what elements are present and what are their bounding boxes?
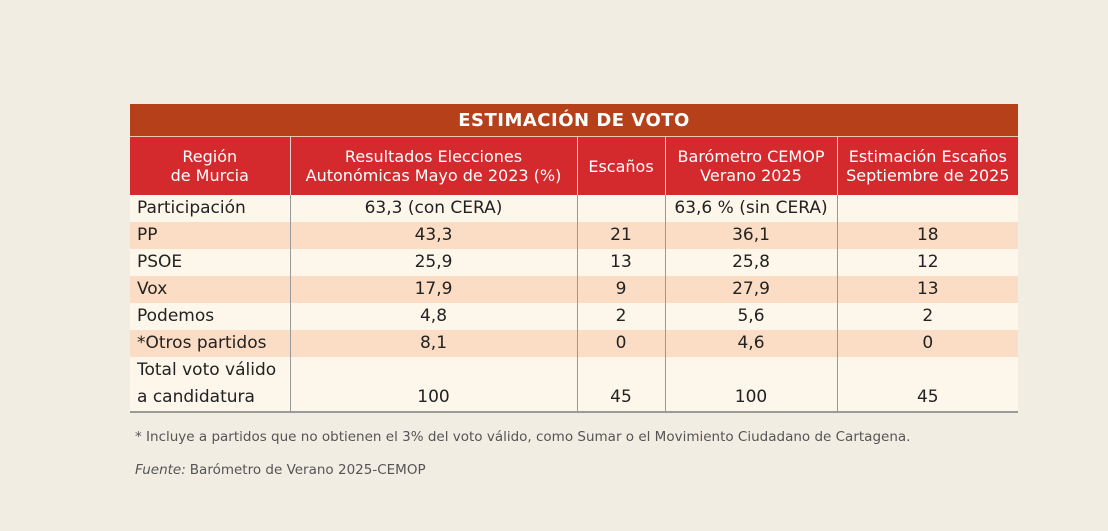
column-header: Estimación Escaños Septiembre de 2025 (836, 136, 1019, 195)
table-cell: 100 (289, 357, 577, 412)
table-cell: 18 (836, 222, 1019, 249)
row-label: Participación (130, 195, 290, 222)
table-cell: 2 (576, 303, 665, 330)
table-row: Total voto válido a candidatura 100 45 100 4… (130, 357, 1019, 412)
table-cell: 17,9 (289, 276, 577, 303)
column-header: Resultados Elecciones Autonómicas Mayo d… (289, 136, 577, 195)
source-label: Fuente: (135, 462, 186, 478)
table-cell: 63,6 % (sin CERA) (664, 195, 837, 222)
column-header: Barómetro CEMOP Verano 2025 (664, 136, 837, 195)
row-label: *Otros partidos (130, 330, 290, 357)
column-header: Región de Murcia (130, 136, 290, 195)
table-cell: 9 (576, 276, 665, 303)
table-row: Vox 17,9 9 27,9 13 (130, 276, 1019, 303)
table-cell: 0 (576, 330, 665, 357)
row-label: PSOE (130, 249, 290, 276)
table-cell: 21 (576, 222, 665, 249)
table-cell: 43,3 (289, 222, 577, 249)
table-cell: 25,9 (289, 249, 577, 276)
table-cell: 0 (836, 330, 1019, 357)
header-row: Región de Murcia Resultados Elecciones Au… (130, 136, 1019, 195)
source-text: Barómetro de Verano 2025-CEMOP (189, 462, 426, 478)
source: Fuente: Barómetro de Verano 2025-CEMOP (135, 462, 426, 478)
row-label: PP (130, 222, 290, 249)
table-row: *Otros partidos 8,1 0 4,6 0 (130, 330, 1019, 357)
table-cell: 100 (664, 357, 837, 412)
table-cell: 8,1 (289, 330, 577, 357)
table-row: Participación 63,3 (con CERA) 63,6 % (sin … (130, 195, 1019, 222)
footnote: * Incluye a partidos que no obtienen el … (135, 429, 911, 445)
table-row: PSOE 25,9 13 25,8 12 (130, 249, 1019, 276)
table-cell: 63,3 (con CERA) (289, 195, 577, 222)
column-header: Escaños (576, 136, 665, 195)
row-label: Vox (130, 276, 290, 303)
table-cell: 45 (576, 357, 665, 412)
table-cell: 36,1 (664, 222, 837, 249)
table-cell: 4,8 (289, 303, 577, 330)
vote-table: ESTIMACIÓN DE VOTO Región de Murcia Resul… (130, 104, 1019, 413)
table-cell: 2 (836, 303, 1019, 330)
table-cell: 13 (576, 249, 665, 276)
table-cell (836, 195, 1019, 222)
table-cell: 5,6 (664, 303, 837, 330)
table-cell (576, 195, 665, 222)
table-cell: 13 (836, 276, 1019, 303)
table-body: Participación 63,3 (con CERA) 63,6 % (sin … (130, 195, 1019, 412)
row-label: Total voto válido a candidatura (130, 357, 290, 412)
table-cell: 4,6 (664, 330, 837, 357)
row-label: Podemos (130, 303, 290, 330)
table-title: ESTIMACIÓN DE VOTO (130, 104, 1019, 137)
table-cell: 12 (836, 249, 1019, 276)
table-row: PP 43,3 21 36,1 18 (130, 222, 1019, 249)
table-cell: 45 (836, 357, 1019, 412)
table-cell: 25,8 (664, 249, 837, 276)
table-cell: 27,9 (664, 276, 837, 303)
table-row: Podemos 4,8 2 5,6 2 (130, 303, 1019, 330)
